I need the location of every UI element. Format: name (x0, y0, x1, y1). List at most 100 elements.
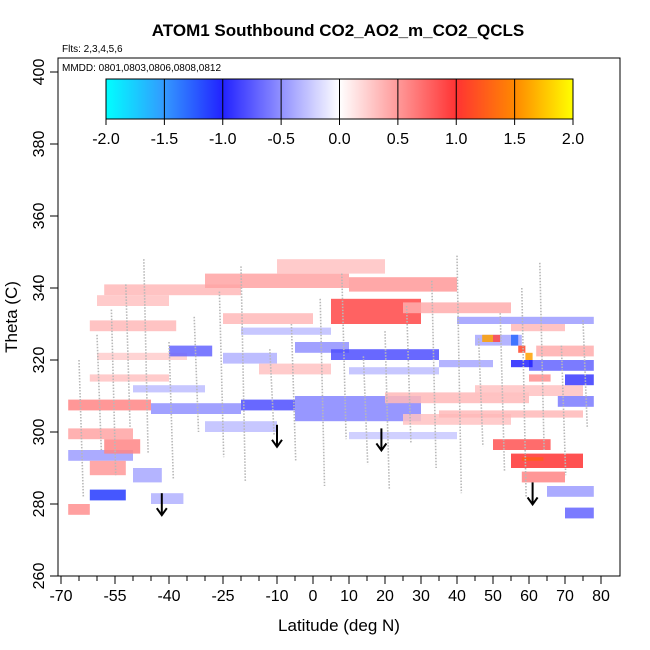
x-tick-label: 10 (340, 588, 358, 605)
heatmap-cell (439, 360, 493, 368)
heatmap-cell (525, 352, 533, 360)
x-tick-label: 0 (309, 588, 318, 605)
flight-track (521, 287, 527, 497)
x-axis-label: Latitude (deg N) (278, 616, 400, 635)
flight-track (341, 273, 347, 440)
flight-track (405, 305, 412, 443)
heatmap-cell (547, 486, 594, 497)
y-tick-label: 380 (31, 131, 48, 158)
down-arrow (375, 428, 388, 453)
heatmap-cell (475, 385, 583, 396)
x-tick-label: 50 (484, 588, 502, 605)
flight-track (78, 359, 85, 497)
heatmap-cell (511, 360, 533, 368)
flight-track (218, 291, 225, 458)
heatmap-cell (529, 374, 551, 382)
heatmap-cell (133, 468, 162, 483)
dates-note: MMDD: 0801,0803,0806,0808,0812 (62, 63, 221, 74)
x-tick-label: 60 (520, 588, 538, 605)
arrow-head (375, 442, 388, 453)
heatmap-cell (241, 327, 331, 335)
flight-track (168, 341, 175, 479)
heatmap-cell (493, 334, 501, 342)
heatmap-cell (151, 493, 184, 504)
heatmap-cell (169, 345, 213, 357)
flight-tracks (78, 255, 589, 497)
down-arrow (526, 482, 539, 507)
colorbar-tick-label: -0.5 (267, 131, 295, 148)
y-axis: 260 280 300 320 340 360 380 400 (31, 59, 58, 589)
flight-track (499, 313, 506, 472)
heatmap-cell (403, 302, 511, 314)
flight-track (384, 331, 391, 490)
colorbar-tick-label: -1.0 (209, 131, 237, 148)
heatmap-cell (241, 399, 295, 411)
heatmap-cell (331, 349, 439, 360)
heatmap-cell (277, 259, 385, 274)
heatmap-cell (521, 457, 544, 461)
heatmap-cell (205, 421, 277, 432)
colorbar-tick-label: -2.0 (92, 131, 120, 148)
flight-track (193, 316, 200, 433)
y-tick-label: 360 (31, 203, 48, 230)
heatmap-cell (205, 273, 349, 288)
heatmap-cell (349, 432, 457, 440)
heatmap-cell (511, 324, 565, 332)
heatmap-cell (97, 295, 169, 306)
heatmap-cell (385, 392, 529, 404)
heatmap-cell (89, 489, 126, 501)
heatmap-cell (104, 439, 141, 454)
flight-track (290, 323, 297, 461)
y-tick-label: 280 (31, 491, 48, 518)
heatmap-cell (68, 450, 133, 461)
heatmap-cell (349, 367, 439, 375)
heatmap-cell (557, 396, 594, 407)
chart-title: ATOM1 Southbound CO2_AO2_m_CO2_QCLS (152, 21, 524, 40)
down-arrow (155, 493, 168, 517)
heatmap-cell (104, 284, 241, 296)
heatmap-cell (349, 277, 457, 292)
colorbar-tick-label: 1.5 (504, 131, 526, 148)
flight-track (431, 280, 437, 469)
x-tick-label: 80 (592, 588, 610, 605)
arrow-head (271, 439, 283, 449)
flight-track (96, 334, 103, 451)
y-tick-label: 400 (31, 59, 48, 86)
y-tick-label: 320 (31, 347, 48, 374)
x-tick-label: 40 (448, 588, 466, 605)
y-tick-label: 340 (31, 275, 48, 302)
x-tick-label: -70 (49, 588, 72, 605)
heatmap-cell (521, 471, 565, 483)
heatmap-cell (97, 352, 187, 360)
flight-track (110, 309, 117, 476)
heatmap-cell (529, 360, 594, 371)
x-tick-label: -55 (103, 588, 126, 605)
x-tick-label: 20 (376, 588, 394, 605)
x-axis: -70 -55 -40 -25 -10 0 10 20 30 40 50 60 70 80 (49, 575, 610, 605)
flight-track (477, 338, 484, 447)
colorbar-ticks: -2.0 -1.5 -1.0 -0.5 0.0 0.5 1.0 1.5 2.0 (92, 119, 584, 148)
flight-track (319, 298, 326, 487)
flight-track (143, 259, 149, 454)
colorbar: -2.0 -1.5 -1.0 -0.5 0.0 0.5 1.0 1.5 2.0 (92, 78, 584, 148)
heatmap-cell (457, 316, 594, 324)
flight-track (362, 356, 369, 465)
x-tick-label: 30 (412, 588, 430, 605)
heatmap-cell (565, 374, 594, 386)
heatmap-cell (511, 334, 519, 346)
heatmap-cell (223, 313, 313, 324)
flights-note: Flts: 2,3,4,5,6 (62, 44, 123, 55)
heatmap-cell (518, 345, 526, 353)
colorbar-tick-label: 1.0 (445, 131, 467, 148)
heatmap-cell (439, 410, 583, 418)
heatmap-cell (151, 403, 241, 414)
arrows (155, 424, 539, 517)
heatmap-cell (493, 439, 551, 450)
heatmap-cell (536, 345, 594, 357)
colorbar-lines (163, 79, 516, 119)
heatmap-cell (133, 385, 205, 393)
heatmap-cell (89, 320, 177, 332)
flight-track (269, 349, 275, 436)
flight-track (582, 320, 589, 429)
down-arrow (271, 424, 283, 449)
